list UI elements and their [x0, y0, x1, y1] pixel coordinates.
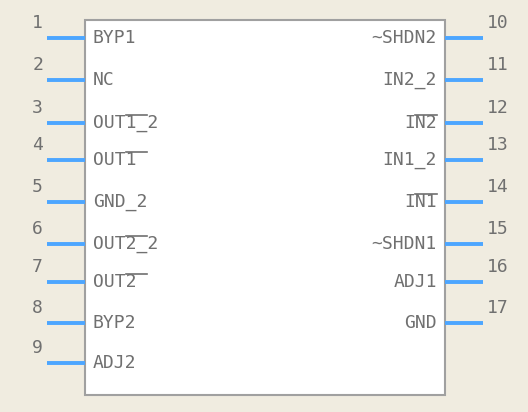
Bar	[85, 20, 445, 395]
Text: 5: 5	[32, 178, 43, 196]
Text: BYP2: BYP2	[93, 314, 137, 332]
Text: 9: 9	[32, 339, 43, 357]
Text: 13: 13	[487, 136, 509, 154]
Text: 3: 3	[32, 99, 43, 117]
Text: ~SHDN2: ~SHDN2	[372, 29, 437, 47]
Text: IN2: IN2	[404, 114, 437, 132]
Text: GND: GND	[404, 314, 437, 332]
Text: 16: 16	[487, 258, 509, 276]
Text: OUT1_2: OUT1_2	[93, 114, 158, 132]
Text: BYP1: BYP1	[93, 29, 137, 47]
Text: OUT1: OUT1	[93, 151, 137, 169]
Text: 10: 10	[487, 14, 509, 32]
Text: 6: 6	[32, 220, 43, 238]
Text: 15: 15	[487, 220, 509, 238]
Text: ADJ1: ADJ1	[393, 273, 437, 291]
Text: OUT2: OUT2	[93, 273, 137, 291]
Text: IN1_2: IN1_2	[383, 151, 437, 169]
Text: ADJ2: ADJ2	[93, 354, 137, 372]
Text: 1: 1	[32, 14, 43, 32]
Text: ~SHDN1: ~SHDN1	[372, 235, 437, 253]
Text: 8: 8	[32, 299, 43, 317]
Text: IN2_2: IN2_2	[383, 71, 437, 89]
Text: NC: NC	[93, 71, 115, 89]
Text: 2: 2	[32, 56, 43, 74]
Text: 4: 4	[32, 136, 43, 154]
Text: 17: 17	[487, 299, 509, 317]
Text: 14: 14	[487, 178, 509, 196]
Text: GND_2: GND_2	[93, 193, 147, 211]
Text: 7: 7	[32, 258, 43, 276]
Text: 11: 11	[487, 56, 509, 74]
Text: IN1: IN1	[404, 193, 437, 211]
Text: 12: 12	[487, 99, 509, 117]
Text: OUT2_2: OUT2_2	[93, 235, 158, 253]
